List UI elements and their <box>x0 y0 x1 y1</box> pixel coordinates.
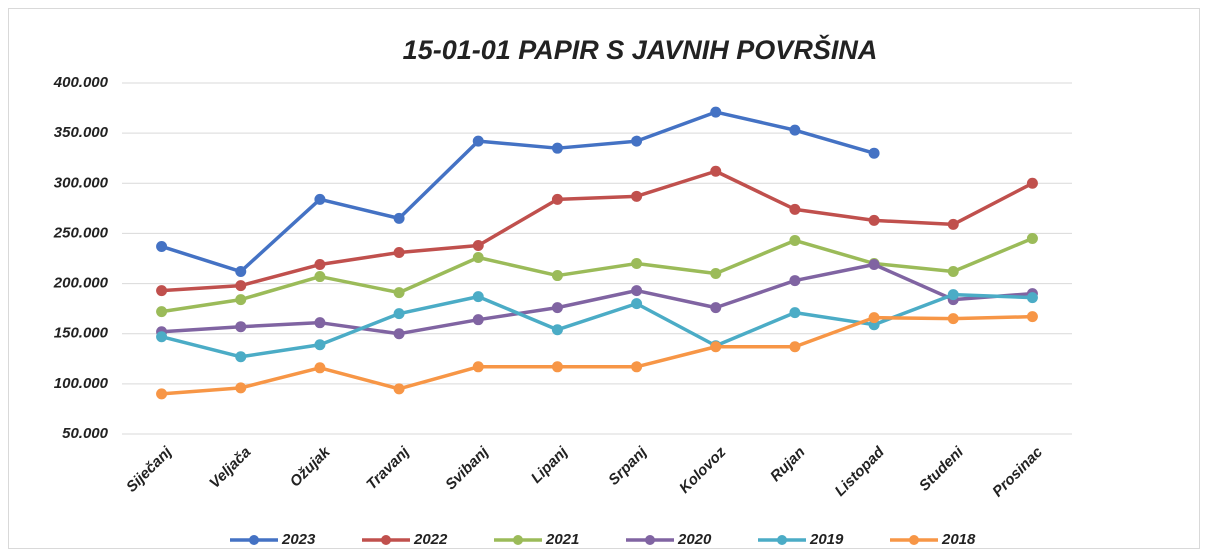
data-point <box>551 193 563 205</box>
legend-label: 2019 <box>809 531 844 548</box>
data-point <box>235 382 247 394</box>
data-point <box>631 135 643 147</box>
data-point <box>472 239 484 251</box>
data-point <box>472 251 484 263</box>
data-point <box>789 307 801 319</box>
data-point <box>1026 232 1038 244</box>
data-point <box>631 258 643 270</box>
legend-label: 2022 <box>413 531 448 548</box>
data-point <box>789 124 801 136</box>
data-point <box>156 306 168 318</box>
data-point <box>235 266 247 278</box>
legend-label: 2021 <box>545 531 579 548</box>
data-point <box>710 341 722 353</box>
data-point <box>314 271 326 283</box>
series-line <box>161 314 1033 396</box>
legend-marker <box>381 535 391 545</box>
data-point <box>551 302 563 314</box>
series-line <box>161 292 1033 359</box>
data-point <box>393 287 405 299</box>
data-point <box>789 234 801 246</box>
data-point <box>314 317 326 329</box>
data-point <box>789 203 801 215</box>
data-point <box>472 135 484 147</box>
data-point <box>789 341 801 353</box>
data-point <box>551 361 563 373</box>
data-point <box>156 388 168 400</box>
data-point <box>789 275 801 287</box>
data-point <box>156 331 168 343</box>
data-point <box>314 339 326 351</box>
data-point <box>235 280 247 292</box>
legend-label: 2023 <box>281 531 316 548</box>
y-tick-label: 100.000 <box>54 375 109 392</box>
data-point <box>472 314 484 326</box>
data-point <box>393 246 405 258</box>
legend-marker <box>777 535 787 545</box>
data-point <box>868 312 880 324</box>
data-point <box>393 308 405 320</box>
data-point <box>235 351 247 363</box>
legend-marker <box>909 535 919 545</box>
legend-marker <box>513 535 523 545</box>
chart-frame <box>8 8 1200 549</box>
data-point <box>947 218 959 230</box>
legend-label: 2020 <box>677 531 712 548</box>
y-tick-label: 400.000 <box>53 74 109 91</box>
legend-label: 2018 <box>941 531 976 548</box>
data-point <box>710 165 722 177</box>
data-point <box>314 362 326 374</box>
data-point <box>1026 292 1038 304</box>
data-point <box>1026 177 1038 189</box>
data-point <box>710 106 722 118</box>
y-tick-label: 150.000 <box>54 325 109 342</box>
legend-marker <box>645 535 655 545</box>
data-point <box>551 270 563 282</box>
data-point <box>235 294 247 306</box>
data-point <box>551 142 563 154</box>
data-point <box>710 268 722 280</box>
data-point <box>947 313 959 325</box>
chart-title: 15-01-01 PAPIR S JAVNIH POVRŠINA <box>403 34 878 65</box>
series-line <box>161 262 1033 336</box>
data-point <box>472 291 484 303</box>
data-point <box>631 361 643 373</box>
data-point <box>314 193 326 205</box>
y-tick-label: 300.000 <box>54 174 109 191</box>
y-tick-label: 250.000 <box>53 224 109 241</box>
y-tick-label: 350.000 <box>54 124 109 141</box>
data-point <box>631 285 643 297</box>
data-point <box>551 324 563 336</box>
y-tick-label: 200.000 <box>53 275 109 292</box>
data-point <box>631 298 643 310</box>
legend-marker <box>249 535 259 545</box>
data-point <box>156 285 168 297</box>
series-line <box>161 169 1034 293</box>
series-line <box>161 236 1034 314</box>
data-point <box>393 383 405 395</box>
y-tick-label: 50.000 <box>62 425 109 442</box>
data-point <box>393 212 405 224</box>
data-point <box>868 259 880 271</box>
data-point <box>947 266 959 278</box>
data-point <box>156 240 168 252</box>
data-point <box>314 259 326 271</box>
data-point <box>868 214 880 226</box>
data-point <box>947 289 959 301</box>
data-point <box>710 302 722 314</box>
data-point <box>472 361 484 373</box>
data-point <box>393 328 405 340</box>
data-point <box>631 190 643 202</box>
data-point <box>1026 311 1038 323</box>
data-point <box>868 147 880 159</box>
data-point <box>235 321 247 333</box>
series-line <box>161 110 875 274</box>
